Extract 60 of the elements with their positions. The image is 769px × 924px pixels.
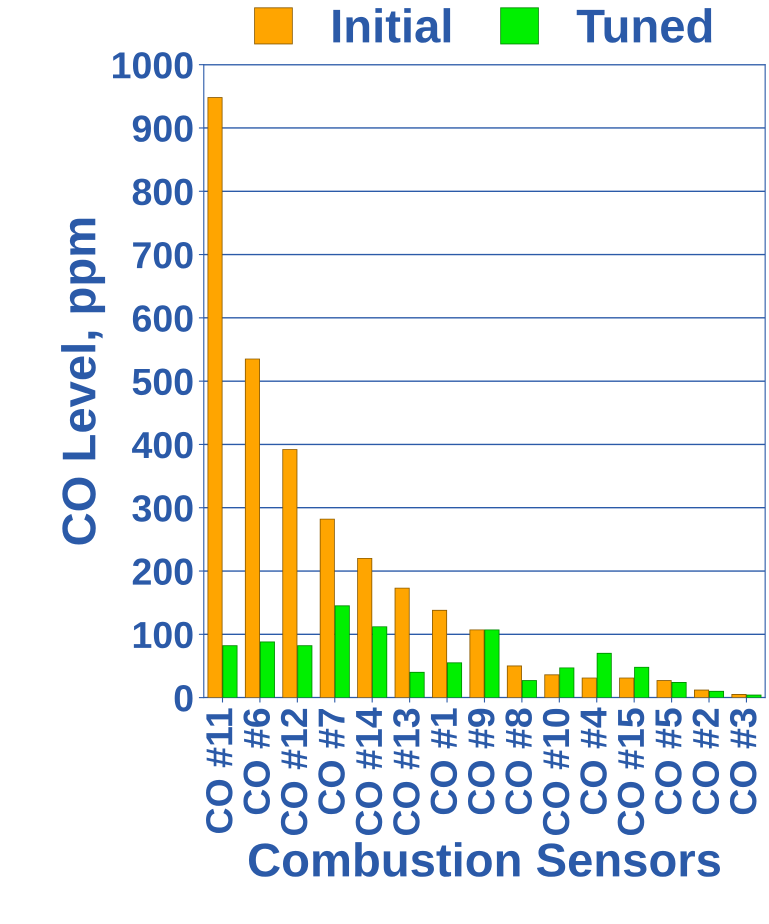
bar [656, 680, 672, 698]
bar [544, 674, 560, 698]
legend-label: Initial [333, 8, 450, 43]
bar [334, 605, 350, 698]
bar [746, 694, 762, 698]
y-tick-label: 900 [132, 115, 193, 142]
bar [357, 558, 372, 698]
y-axis-title: CO Level, ppm [61, 218, 106, 545]
y-tick-label: 0 [174, 685, 193, 712]
legend-label: Tuned [576, 8, 712, 43]
bar [634, 666, 650, 698]
bar [432, 610, 448, 698]
bar [559, 667, 574, 698]
bar [222, 645, 238, 698]
bar [522, 680, 537, 698]
bar [694, 690, 710, 698]
y-tick-label: 600 [132, 305, 193, 332]
x-tick-label: CO #2 [692, 708, 720, 814]
bar [484, 629, 500, 698]
y-tick-label: 800 [132, 178, 193, 206]
bar [731, 694, 746, 698]
x-tick-label: CO #14 [356, 708, 382, 836]
bar [297, 645, 312, 698]
y-tick-label: 700 [133, 242, 193, 269]
bar [596, 652, 612, 698]
bar [506, 666, 522, 698]
x-tick-label: CO #13 [393, 708, 420, 836]
bar [282, 449, 298, 698]
bar [260, 642, 275, 698]
x-tick-label: CO #11 [206, 708, 233, 833]
x-tick-label: CO #3 [730, 708, 757, 814]
y-tick-label: 100 [134, 622, 193, 648]
x-tick-label: CO #10 [542, 708, 570, 836]
bar [672, 682, 687, 698]
bar [244, 358, 260, 698]
x-tick-label: CO #6 [243, 708, 270, 814]
x-tick-label: CO #1 [430, 708, 458, 814]
bar [207, 97, 223, 698]
bar [469, 629, 485, 698]
x-tick-label: CO #8 [505, 708, 532, 814]
y-tick-label: 400 [132, 432, 193, 458]
bar [410, 672, 425, 698]
y-tick-label: 200 [132, 558, 193, 585]
x-tick-label: CO #12 [280, 708, 308, 836]
y-tick-label: 500 [132, 368, 193, 396]
bar [582, 678, 597, 698]
y-tick-label: 300 [132, 495, 193, 522]
x-tick-label: CO #15 [618, 708, 644, 836]
bar [708, 690, 724, 698]
x-tick-label: CO #9 [468, 708, 495, 814]
x-tick-label: CO #5 [655, 708, 682, 814]
bar [394, 588, 410, 698]
bar [372, 626, 388, 698]
y-tick-label: 1000 [113, 52, 193, 79]
bar [320, 518, 335, 698]
bar [447, 662, 462, 698]
x-tick-label: CO #4 [580, 708, 607, 814]
x-axis-title: Combustion Sensors [248, 842, 720, 877]
x-tick-label: CO #7 [318, 708, 345, 814]
bar [619, 678, 634, 698]
